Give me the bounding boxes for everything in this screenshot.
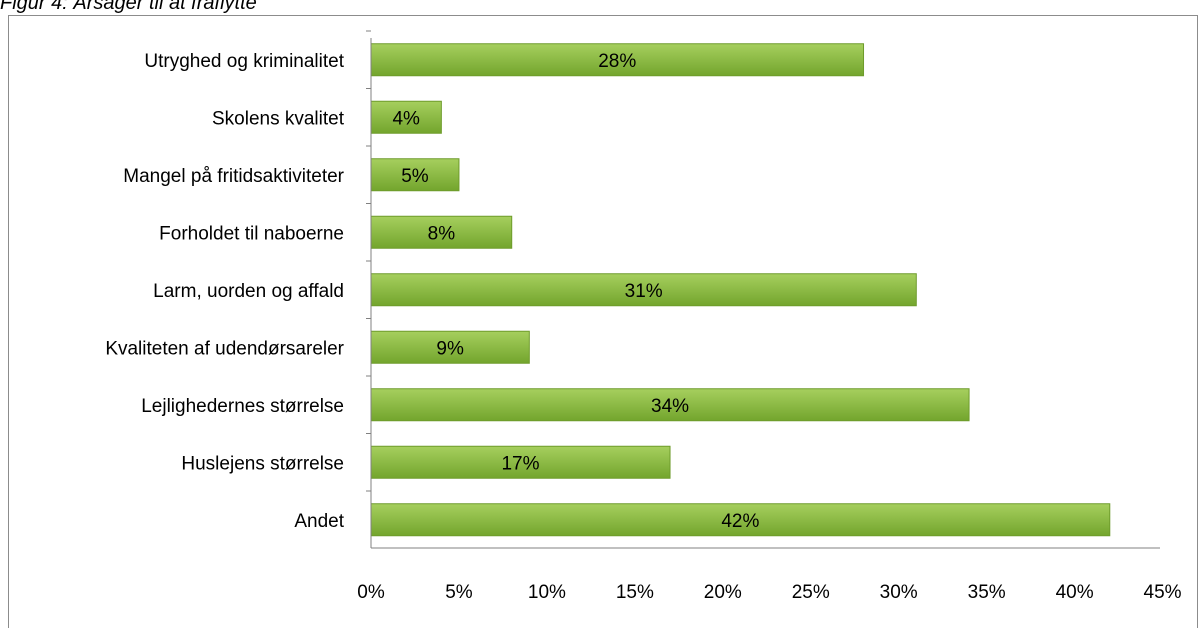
x-tick-label-2: 10% <box>528 582 566 603</box>
x-tick-label-0: 0% <box>357 582 385 603</box>
category-label-8: Andet <box>294 511 344 532</box>
x-tick-label-9: 45% <box>1144 582 1182 603</box>
category-label-3: Forholdet til naboerne <box>159 223 344 244</box>
data-label-8: 42% <box>721 511 759 532</box>
data-label-6: 34% <box>651 396 689 417</box>
category-label-1: Skolens kvalitet <box>212 108 345 129</box>
category-label-5: Kvaliteten af udendørsareler <box>105 338 344 359</box>
data-label-7: 17% <box>501 453 539 474</box>
category-label-2: Mangel på fritidsaktiviteter <box>123 166 344 187</box>
bar-1 <box>370 100 442 134</box>
x-tick-label-4: 20% <box>704 582 742 603</box>
x-tick-label-5: 25% <box>792 582 830 603</box>
bar-7 <box>370 445 671 479</box>
data-label-4: 31% <box>625 281 663 302</box>
x-tick-label-7: 35% <box>968 582 1006 603</box>
bar-8 <box>370 503 1111 537</box>
x-tick-label-3: 15% <box>616 582 654 603</box>
data-label-1: 4% <box>392 108 420 129</box>
category-label-0: Utryghed og kriminalitet <box>144 51 344 72</box>
data-label-0: 28% <box>598 51 636 72</box>
data-label-2: 5% <box>401 166 429 187</box>
category-label-6: Lejlighedernes størrelse <box>141 396 344 417</box>
x-tick-label-6: 30% <box>880 582 918 603</box>
figure-caption: Figur 4: Årsager til at fraflytte <box>0 0 257 14</box>
x-tick-label-1: 5% <box>445 582 473 603</box>
x-tick-label-8: 40% <box>1056 582 1094 603</box>
category-label-7: Huslejens størrelse <box>181 453 344 474</box>
bar-0 <box>370 43 865 77</box>
category-label-4: Larm, uorden og affald <box>153 281 344 302</box>
data-label-5: 9% <box>436 338 464 359</box>
data-label-3: 8% <box>428 223 456 244</box>
